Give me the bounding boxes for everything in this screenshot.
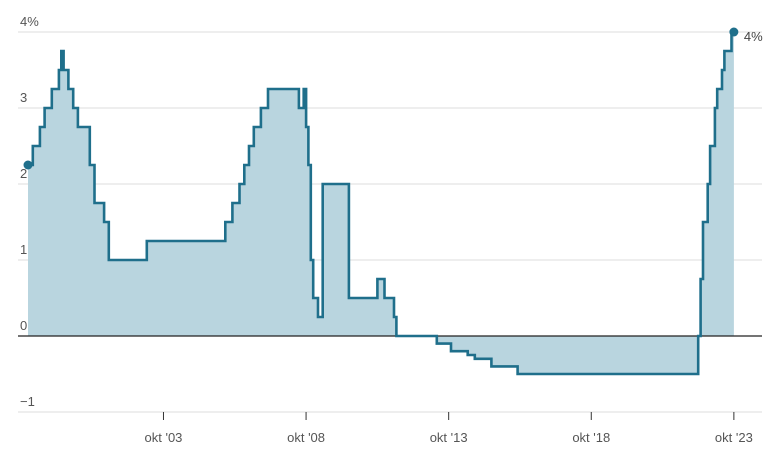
y-tick-label: 3: [20, 90, 27, 105]
series-start-marker: [23, 160, 33, 170]
x-tick-label: okt '08: [287, 430, 325, 445]
x-tick-label: okt '23: [715, 430, 753, 445]
x-tick-label: okt '03: [145, 430, 183, 445]
y-axis: 4% 3 2 1 0 −1: [20, 14, 39, 409]
rate-step-line: [28, 30, 734, 376]
x-tick-label: okt '18: [572, 430, 610, 445]
y-tick-label: −1: [20, 394, 35, 409]
y-tick-label: 1: [20, 242, 27, 257]
rate-area-fill: [28, 32, 734, 374]
end-value-label: 4%: [744, 29, 763, 44]
series-end-marker: [729, 27, 739, 37]
y-tick-label: 2: [20, 166, 27, 181]
y-tick-label: 4%: [20, 14, 39, 29]
y-tick-label: 0: [20, 318, 27, 333]
x-tick-label: okt '13: [430, 430, 468, 445]
x-axis: okt '03 okt '08 okt '13 okt '18 okt '23: [145, 412, 753, 445]
